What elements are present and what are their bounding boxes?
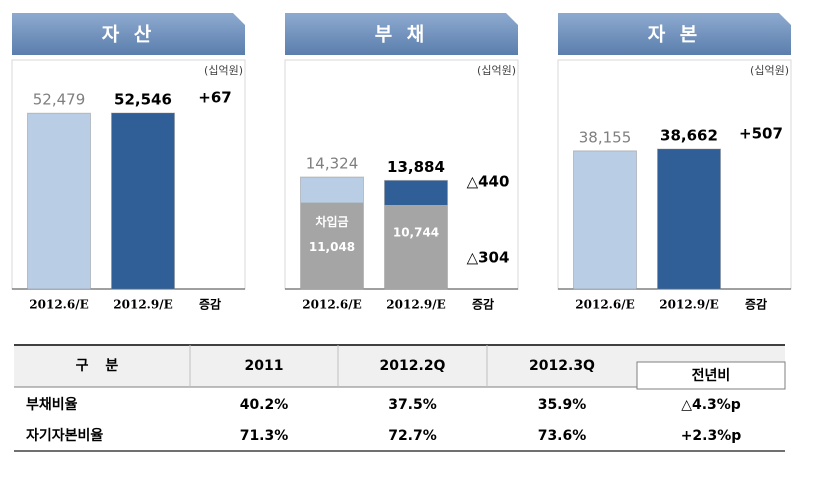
bar xyxy=(111,112,175,290)
segment-label: 10,744 xyxy=(393,225,439,239)
segment-label: 11,048 xyxy=(309,240,355,254)
category-label: 2012.6/E xyxy=(302,298,361,312)
segment-name: 차입금 xyxy=(315,214,348,229)
change-label: △440 xyxy=(467,173,510,191)
value-label: 52,546 xyxy=(114,91,172,109)
bar xyxy=(657,148,721,290)
table-header: 전년비 xyxy=(692,367,731,384)
table-header: 2012.3Q xyxy=(529,358,595,374)
table-header: 2012.2Q xyxy=(380,358,446,374)
category-label: 2012.6/E xyxy=(575,298,634,312)
panel-title: 부 채 xyxy=(375,24,429,46)
category-label: 2012.6/E xyxy=(29,298,88,312)
bar xyxy=(573,150,637,290)
category-label: 증감 xyxy=(199,297,221,312)
value-label: 13,884 xyxy=(387,158,445,176)
category-label: 2012.9/E xyxy=(659,298,718,312)
value-label: 14,324 xyxy=(306,155,359,173)
table-cell: 부채비율 xyxy=(26,396,78,413)
panel-title: 자 산 xyxy=(102,24,156,46)
panel-title: 자 본 xyxy=(648,24,702,46)
category-label: 2012.9/E xyxy=(113,298,172,312)
table-cell: +2.3%p xyxy=(681,428,742,444)
header-banner xyxy=(285,13,518,55)
value-label: 52,479 xyxy=(33,91,86,109)
unit-label: (십억원) xyxy=(750,64,789,77)
category-label: 2012.9/E xyxy=(386,298,445,312)
table-header: 구 분 xyxy=(76,358,125,374)
header-banner xyxy=(12,13,245,55)
change-label: +67 xyxy=(198,89,231,107)
bar xyxy=(27,112,91,290)
table-header: 2011 xyxy=(245,358,284,374)
change-label: △304 xyxy=(467,249,510,267)
category-label: 증감 xyxy=(745,297,767,312)
table-cell: 자기자본비율 xyxy=(26,427,103,444)
table-cell: △4.3%p xyxy=(681,397,741,413)
table-cell: 40.2% xyxy=(240,397,289,413)
yoy-header-box xyxy=(636,361,786,390)
unit-label: (십억원) xyxy=(477,64,516,77)
table-cell: 37.5% xyxy=(388,397,437,413)
category-label: 증감 xyxy=(472,297,494,312)
value-label: 38,155 xyxy=(579,128,632,146)
table-cell: 72.7% xyxy=(388,428,437,444)
header-banner xyxy=(558,13,791,55)
value-label: 38,662 xyxy=(660,127,718,145)
unit-label: (십억원) xyxy=(204,64,243,77)
table-cell: 73.6% xyxy=(538,428,587,444)
bar-segment xyxy=(300,202,364,289)
change-label: +507 xyxy=(739,125,783,143)
bar-segment xyxy=(384,204,448,289)
table-cell: 35.9% xyxy=(538,397,587,413)
table-cell: 71.3% xyxy=(240,428,289,444)
